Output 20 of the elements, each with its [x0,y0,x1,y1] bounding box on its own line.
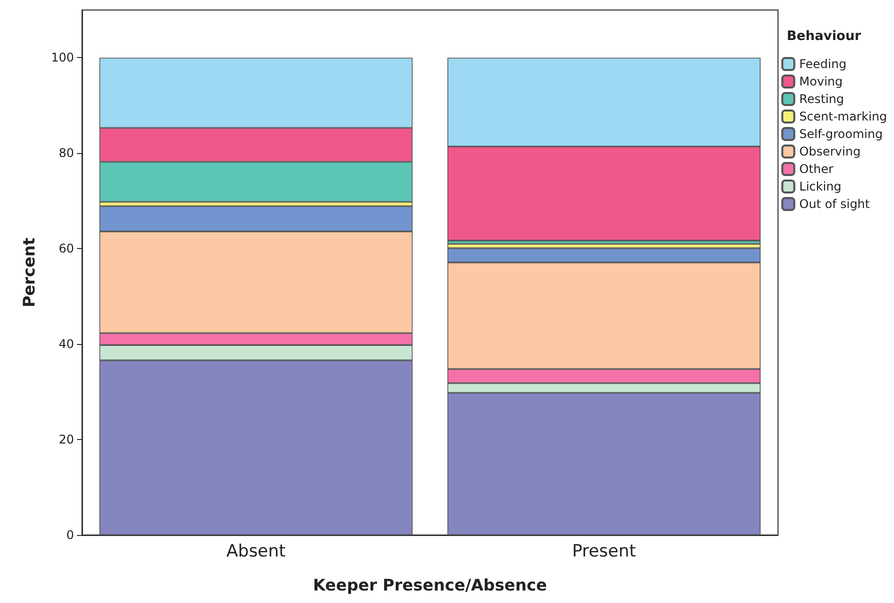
legend-label: Self-grooming [799,127,883,141]
y-axis-title: Percent [20,237,38,308]
y-tick-label: 100 [51,50,74,65]
legend-label: Licking [799,180,842,194]
x-tick-label: Absent [226,542,286,562]
x-tick-label: Present [572,542,636,562]
legend-title: Behaviour [786,29,862,44]
legend-label: Moving [799,74,843,88]
y-tick-label: 40 [58,337,74,352]
legend-label: Feeding [799,57,846,71]
y-tick-label: 0 [66,528,74,542]
legend-label: Observing [799,144,861,158]
legend-label: Resting [799,92,844,106]
y-tick-label: 80 [58,146,74,160]
y-tick-label: 20 [58,432,74,447]
x-axis-title: Keeper Presence/Absence [313,576,548,594]
legend-label: Other [799,162,834,176]
legend-label: Out of sight [799,197,870,211]
legend-label: Scent-marking [799,110,888,124]
y-tick-label: 60 [58,242,74,256]
